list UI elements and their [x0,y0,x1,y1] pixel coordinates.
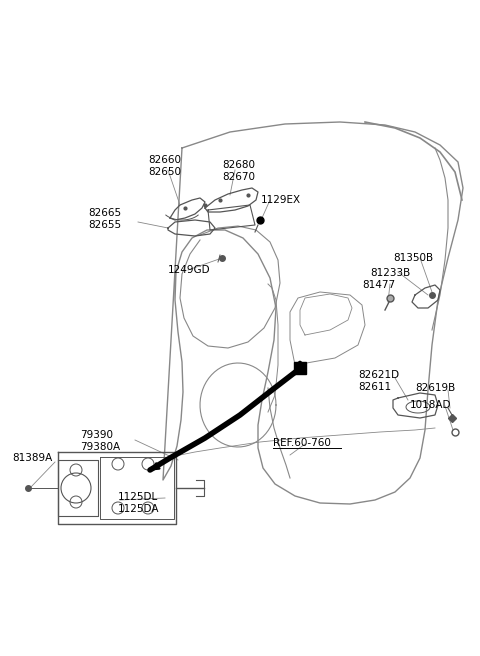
Text: 81389A: 81389A [12,453,52,463]
Text: 81350B: 81350B [393,253,433,263]
Text: 82680
82670: 82680 82670 [222,160,255,182]
Text: 82665
82655: 82665 82655 [88,208,121,230]
Text: 81233B: 81233B [370,268,410,278]
Text: 1249GD: 1249GD [168,265,211,275]
Text: 1129EX: 1129EX [261,195,301,205]
Text: REF.60-760: REF.60-760 [273,438,331,448]
Text: 1018AD: 1018AD [410,400,452,410]
Text: 82621D
82611: 82621D 82611 [358,370,399,392]
Text: 81477: 81477 [362,280,395,290]
Text: 79390
79380A: 79390 79380A [80,430,120,451]
Text: 82660
82650: 82660 82650 [148,155,181,176]
Text: 82619B: 82619B [415,383,455,393]
Text: 1125DL
1125DA: 1125DL 1125DA [118,492,159,514]
